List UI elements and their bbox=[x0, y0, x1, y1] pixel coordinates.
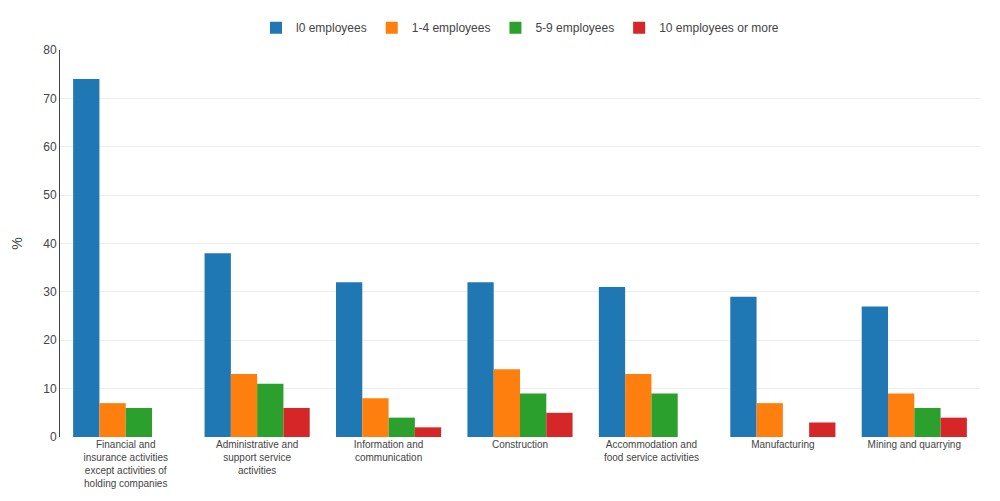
svg-text:Mining and quarrying: Mining and quarrying bbox=[868, 439, 961, 450]
svg-text:Accommodation andfood service: Accommodation andfood service activities bbox=[604, 439, 699, 463]
svg-text:Information andcommunication: Information andcommunication bbox=[354, 439, 424, 463]
svg-text:30: 30 bbox=[43, 285, 57, 299]
svg-text:10 employees or more: 10 employees or more bbox=[659, 21, 779, 35]
svg-text:10: 10 bbox=[43, 382, 57, 396]
svg-text:70: 70 bbox=[43, 92, 57, 106]
svg-text:Construction: Construction bbox=[492, 439, 548, 450]
svg-text:40: 40 bbox=[43, 237, 57, 251]
svg-text:60: 60 bbox=[43, 140, 57, 154]
svg-text:Financial andinsurance activit: Financial andinsurance activitiesexcept … bbox=[83, 439, 167, 489]
svg-text:5-9 employees: 5-9 employees bbox=[535, 21, 614, 35]
svg-text:80: 80 bbox=[43, 43, 57, 57]
svg-text:0: 0 bbox=[50, 430, 57, 444]
svg-text:50: 50 bbox=[43, 188, 57, 202]
svg-text:l0 employees: l0 employees bbox=[296, 21, 367, 35]
svg-text:20: 20 bbox=[43, 333, 57, 347]
svg-text:%: % bbox=[9, 237, 25, 249]
svg-text:Manufacturing: Manufacturing bbox=[751, 439, 814, 450]
svg-text:Administrative andsupport serv: Administrative andsupport serviceactivit… bbox=[216, 439, 298, 476]
svg-text:1-4 employees: 1-4 employees bbox=[412, 21, 491, 35]
